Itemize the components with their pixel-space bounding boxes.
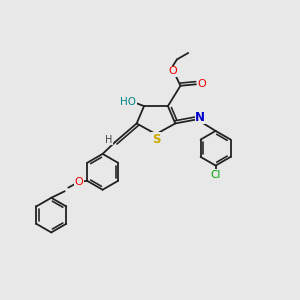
Text: S: S bbox=[152, 133, 160, 146]
Text: O: O bbox=[198, 79, 206, 89]
Text: O: O bbox=[75, 177, 83, 187]
Text: N: N bbox=[195, 111, 206, 124]
Text: H: H bbox=[105, 135, 112, 145]
Text: O: O bbox=[168, 66, 177, 76]
Text: Cl: Cl bbox=[210, 169, 221, 179]
Text: HO: HO bbox=[120, 97, 136, 106]
